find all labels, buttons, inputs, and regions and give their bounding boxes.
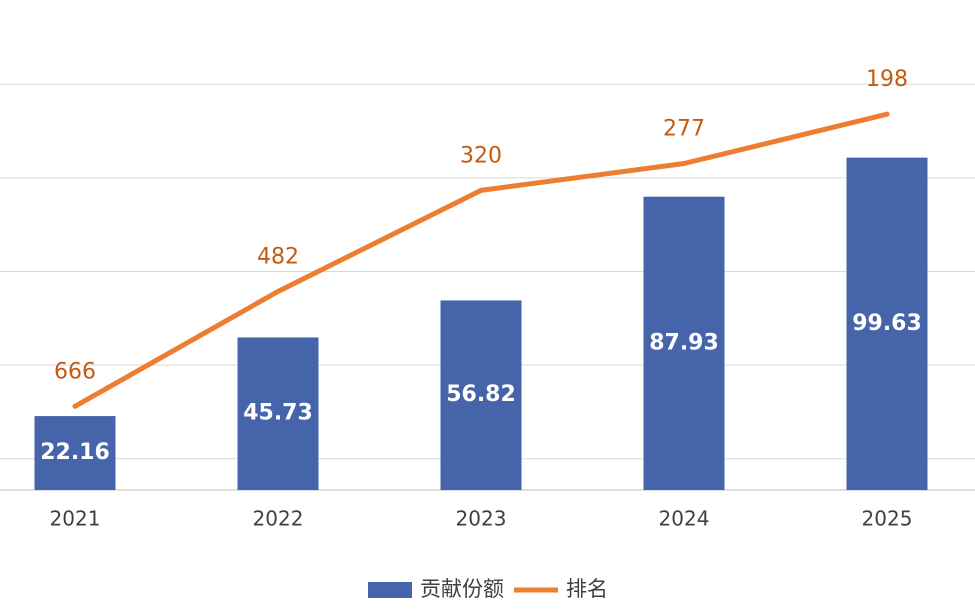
bar-value-label: 22.16 — [40, 440, 110, 465]
line-value-label: 320 — [460, 143, 502, 168]
bar-value-label: 87.93 — [649, 330, 719, 355]
legend-label: 贡献份额 — [420, 577, 504, 601]
legend-label: 排名 — [566, 577, 608, 601]
x-tick-label: 2024 — [659, 507, 710, 531]
line-value-label: 198 — [866, 67, 908, 92]
bar — [440, 300, 522, 490]
legend-swatch — [368, 582, 412, 598]
x-tick-label: 2025 — [862, 507, 913, 531]
x-tick-label: 2021 — [50, 507, 101, 531]
bar — [34, 416, 116, 490]
bar — [237, 337, 319, 490]
line-value-label: 482 — [257, 244, 299, 269]
bar-value-label: 99.63 — [852, 311, 922, 336]
line — [72, 111, 890, 409]
bar — [643, 196, 725, 490]
bar-value-label: 45.73 — [243, 401, 313, 426]
bar — [846, 157, 928, 490]
bar-value-label: 56.82 — [446, 382, 516, 407]
line-value-label: 277 — [663, 116, 705, 141]
x-tick-label: 2023 — [456, 507, 507, 531]
x-tick-label: 2022 — [253, 507, 304, 531]
line-value-label: 666 — [54, 359, 96, 384]
